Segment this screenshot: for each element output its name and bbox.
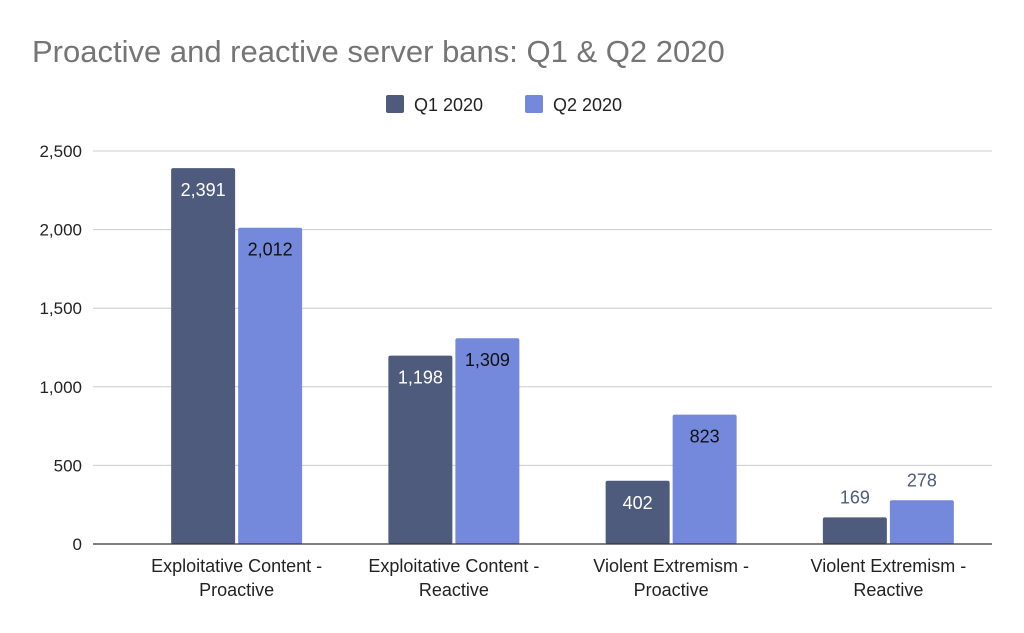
x-tick-label: Proactive: [199, 580, 274, 600]
data-label: 402: [623, 493, 653, 513]
bar-q2-2020: [455, 338, 520, 544]
x-tick-label: Exploitative Content -: [368, 556, 539, 576]
y-axis: 0 500 1,000 1,500 2,000 2,500: [39, 142, 82, 554]
bar-q1-2020: [388, 355, 453, 544]
data-label: 2,391: [181, 180, 226, 200]
bar-q1-2020: [605, 480, 670, 544]
y-tick-label: 0: [73, 535, 82, 554]
x-tick-label: Violent Extremism -: [593, 556, 749, 576]
data-label: 823: [690, 427, 720, 447]
y-tick-label: 1,500: [39, 299, 82, 318]
x-tick-label: Reactive: [419, 580, 489, 600]
y-tick-label: 500: [54, 456, 82, 475]
legend-label: Q2 2020: [553, 95, 622, 115]
x-tick-label: Proactive: [634, 580, 709, 600]
y-tick-label: 2,500: [39, 142, 82, 161]
data-label: 1,198: [398, 368, 443, 388]
data-label: 1,309: [465, 350, 510, 370]
x-tick-label: Reactive: [853, 580, 923, 600]
bar-q1-2020: [822, 517, 887, 544]
data-labels: 2,391 2,012 1,198 1,309 402 823 169 278: [181, 180, 937, 513]
data-label: 2,012: [248, 240, 293, 260]
x-tick-label: Exploitative Content -: [151, 556, 322, 576]
legend-swatch: [386, 95, 404, 113]
legend: Q1 2020 Q2 2020: [386, 95, 622, 115]
bar-q2-2020: [238, 227, 303, 544]
data-label: 278: [907, 470, 937, 490]
chart-title: Proactive and reactive server bans: Q1 &…: [32, 34, 725, 69]
bar-q2-2020: [672, 414, 737, 544]
bar-q1-2020: [171, 168, 236, 544]
y-tick-label: 2,000: [39, 221, 82, 240]
y-tick-label: 1,000: [39, 378, 82, 397]
bars: [171, 168, 954, 544]
x-axis: Exploitative Content - Proactive Exploitat…: [151, 556, 966, 600]
data-label: 169: [840, 487, 870, 507]
legend-label: Q1 2020: [414, 95, 483, 115]
legend-swatch: [525, 95, 543, 113]
x-tick-label: Violent Extremism -: [811, 556, 967, 576]
bar-q2-2020: [889, 500, 954, 544]
